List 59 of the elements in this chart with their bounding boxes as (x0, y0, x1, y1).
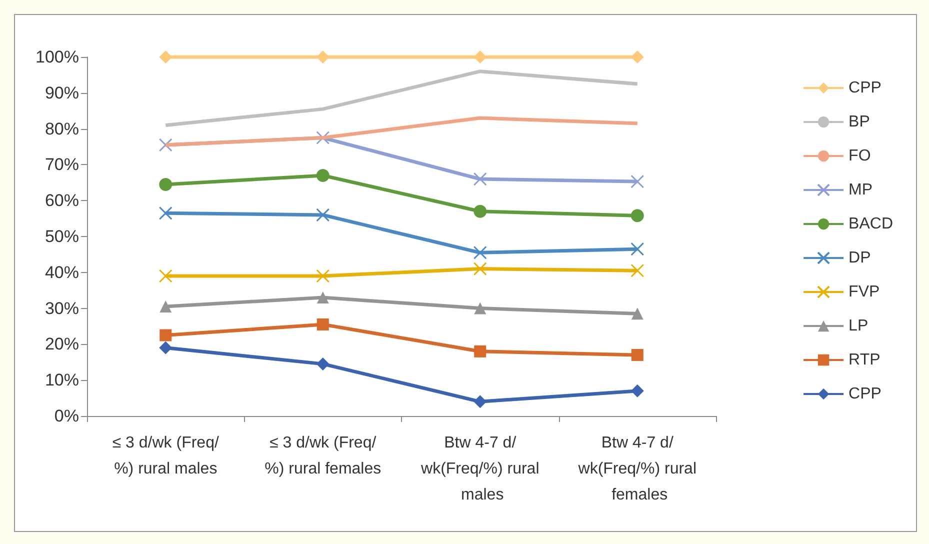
legend-label: MP (848, 182, 873, 198)
point (316, 318, 329, 330)
point (630, 264, 644, 278)
x-tick-label: Btw 4-7 d/wk(Freq/%) rural males (420, 434, 540, 504)
legend-label: CPP (848, 386, 882, 402)
legend-label: BACD (848, 216, 893, 232)
line-series (164, 116, 640, 147)
line-series (164, 70, 640, 127)
point (316, 208, 330, 222)
x-tick-label: Btw 4-7 d/wk(Freq/%) rural females (577, 434, 696, 504)
point (160, 329, 172, 342)
y-tick-label: 100% (36, 48, 79, 66)
point (630, 209, 644, 222)
point (158, 138, 172, 152)
y-tick-label: 70% (44, 155, 79, 174)
point (630, 174, 644, 188)
y-tick-label: 60% (44, 191, 79, 210)
point (473, 262, 487, 276)
legend-label: FO (848, 148, 871, 164)
point (316, 357, 330, 370)
legend-label: LP (848, 318, 868, 334)
y-tick-label: 30% (44, 298, 79, 318)
point (158, 206, 172, 220)
point (159, 178, 172, 191)
point (316, 131, 330, 145)
legend-label: RTP (848, 352, 880, 368)
point (316, 168, 330, 182)
point (630, 242, 644, 256)
point (316, 50, 330, 64)
legend-label: FVP (848, 284, 880, 300)
point (474, 50, 487, 64)
point (631, 348, 644, 361)
point (630, 50, 644, 64)
legend-label: CPP (848, 80, 882, 96)
y-tick-label: 50% (44, 227, 79, 246)
y-tick-label: 40% (44, 262, 79, 282)
y-tick-label: 90% (44, 83, 79, 102)
y-tick-label: 10% (44, 370, 79, 390)
point (158, 269, 172, 283)
point (473, 246, 487, 260)
legend-label: BP (848, 114, 870, 130)
legend-label: DP (848, 250, 871, 266)
point (316, 292, 329, 304)
x-tick-label: ≤ 3 d/wk (Freq/%) rural females (264, 434, 382, 478)
point (631, 308, 644, 320)
y-tick-label: 80% (44, 119, 79, 138)
point (316, 269, 330, 283)
point (474, 395, 487, 408)
point (474, 204, 487, 218)
point (159, 50, 172, 64)
point (630, 384, 644, 398)
point (473, 172, 487, 186)
point (474, 345, 486, 358)
point (474, 302, 486, 314)
point (159, 341, 172, 354)
point (160, 300, 172, 313)
x-tick-label: ≤ 3 d/wk (Freq/%) rural males (112, 434, 220, 478)
y-tick-label: 20% (44, 334, 79, 354)
y-tick-label: 0% (54, 406, 79, 426)
